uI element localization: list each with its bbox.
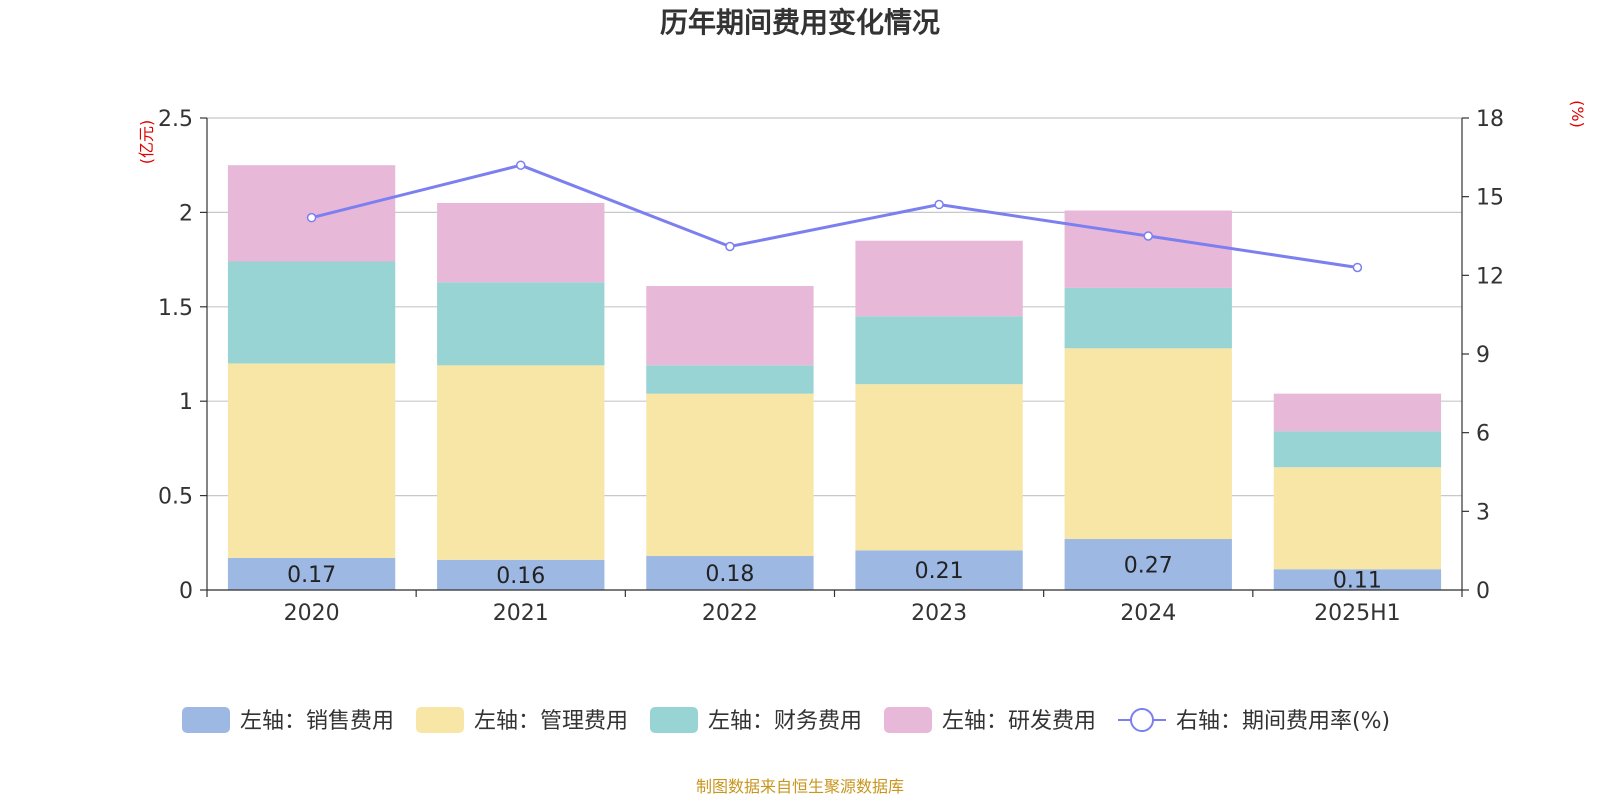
rate-point — [1352, 262, 1363, 273]
x-axis-tick-label: 2025H1 — [1314, 601, 1401, 626]
legend-item: 左轴：财务费用 — [650, 707, 862, 734]
legend-label: 右轴：期间费用率(%) — [1176, 709, 1390, 734]
bar-segment — [437, 282, 605, 366]
bar-value-label: 0.21 — [915, 559, 964, 584]
bar-segment — [1064, 287, 1232, 349]
bar-segment — [646, 286, 814, 366]
rate-point — [934, 199, 944, 210]
right-axis-tick-label: 15 — [1476, 186, 1504, 211]
bar-segment — [646, 556, 814, 590]
right-axis-tick-label: 18 — [1476, 107, 1504, 132]
right-axis-tick-label: 6 — [1476, 422, 1490, 447]
rate-point — [306, 212, 317, 223]
bar-segment — [855, 384, 1023, 551]
right-axis-tick-label: 0 — [1476, 579, 1490, 604]
bar-value-label: 0.27 — [1124, 554, 1173, 579]
bar-value-label: 0.11 — [1333, 569, 1382, 594]
right-axis-tick-label: 12 — [1476, 264, 1504, 289]
bar-segment — [646, 393, 814, 557]
bar-segment — [855, 550, 1023, 590]
legend: 左轴：销售费用 左轴：管理费用 左轴：财务费用 左轴：研发费用 右轴：期间费用率(%) — [182, 707, 1390, 734]
left-axis-unit: (亿元) — [137, 120, 156, 165]
legend-item: 左轴：销售费用 — [182, 707, 394, 734]
left-axis-tick-label: 1.5 — [158, 296, 193, 321]
bar-segment — [1064, 539, 1232, 590]
legend-swatch — [884, 707, 932, 733]
bar-segment — [227, 363, 396, 558]
left-axis-tick-label: 2.5 — [158, 107, 193, 132]
right-axis-tick-label: 3 — [1476, 500, 1490, 525]
bar-value-label: 0.17 — [287, 563, 336, 588]
bar-segment — [1064, 348, 1232, 540]
legend-swatch — [416, 707, 464, 733]
bar-segment — [1273, 569, 1442, 590]
legend-item: 右轴：期间费用率(%) — [1118, 708, 1390, 734]
left-axis-tick-label: 0.5 — [158, 485, 193, 510]
rate-point — [1143, 231, 1153, 241]
left-axis-tick-label: 0 — [179, 579, 193, 604]
source-note: 制图数据来自恒生聚源数据库 — [696, 777, 904, 796]
legend-label: 左轴：销售费用 — [240, 709, 394, 734]
x-axis-tick-label: 2023 — [911, 601, 967, 626]
legend-label: 左轴：管理费用 — [474, 709, 628, 734]
legend-label: 左轴：财务费用 — [708, 709, 862, 734]
x-axis-tick-label: 2022 — [702, 601, 758, 626]
x-axis-tick-label: 2021 — [493, 601, 549, 626]
bar-segment — [1273, 467, 1442, 570]
legend-swatch — [650, 707, 698, 733]
data-labels: 0.17 0.16 0.18 0.21 0.27 0.11 — [287, 554, 1382, 594]
bar-segment — [437, 559, 605, 590]
legend-marker — [1130, 708, 1154, 732]
bar-segment — [437, 365, 605, 560]
line-layer — [306, 160, 1363, 273]
bar-segment — [437, 202, 605, 283]
bar-segment — [1064, 210, 1232, 288]
bar-value-label: 0.18 — [705, 562, 754, 587]
rate-line — [311, 163, 1358, 269]
rate-point — [516, 160, 526, 170]
bars-layer — [227, 165, 1442, 590]
bar-value-label: 0.16 — [496, 564, 545, 589]
legend-swatch — [182, 707, 230, 733]
x-axis-tick-label: 2024 — [1120, 601, 1176, 626]
bar-segment — [227, 557, 396, 590]
axes-layer: 0 0.5 1 1.5 2 2.5 0 3 6 9 12 15 18 2020 2021 2022 2023 20… — [158, 107, 1504, 626]
x-axis-tick-label: 2020 — [284, 601, 340, 626]
bar-segment — [1273, 393, 1442, 432]
legend-label: 左轴：研发费用 — [942, 709, 1096, 734]
bar-segment — [855, 316, 1023, 385]
bar-segment — [1273, 431, 1442, 468]
legend-item: 左轴：研发费用 — [884, 707, 1096, 734]
bar-segment — [227, 261, 396, 364]
right-axis-unit: (%) — [1568, 100, 1587, 128]
left-axis-tick-label: 1 — [179, 390, 193, 415]
left-axis-tick-label: 2 — [179, 201, 193, 226]
chart-title: 历年期间费用变化情况 — [660, 6, 940, 39]
bar-segment — [855, 240, 1023, 317]
right-axis-tick-label: 9 — [1476, 343, 1490, 368]
legend-item: 左轴：管理费用 — [416, 707, 628, 734]
rate-point — [725, 241, 735, 252]
bar-segment — [646, 365, 814, 394]
